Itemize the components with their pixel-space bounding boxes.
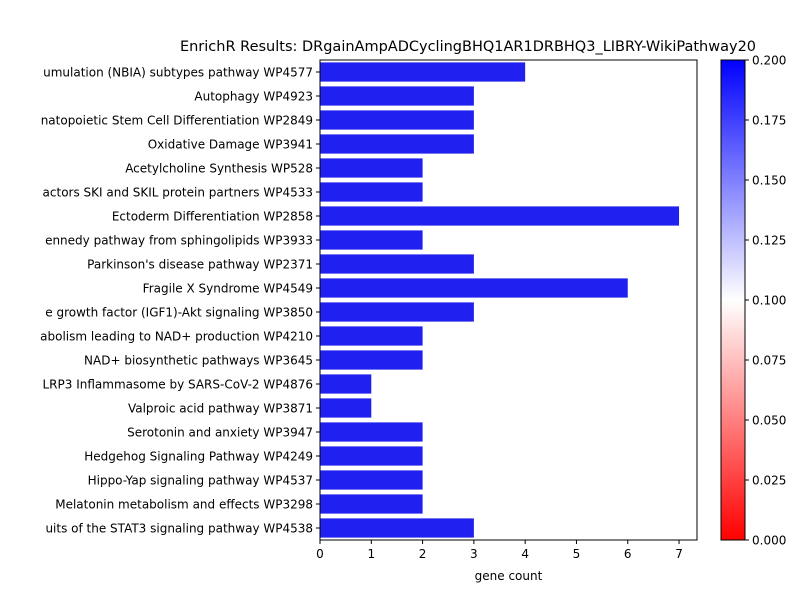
bar (320, 86, 474, 106)
plot-frame (319, 59, 698, 541)
bar (320, 134, 474, 154)
bar (320, 158, 423, 178)
y-tick-label: ennedy pathway from sphingolipids WP3933 (45, 234, 313, 248)
x-tick-label: 3 (470, 547, 478, 561)
y-tick-label: actors SKI and SKIL protein partners WP4… (43, 186, 313, 200)
colorbar-tick-label: 0.200 (752, 54, 786, 68)
y-tick-label: abolism leading to NAD+ production WP421… (40, 330, 313, 344)
y-tick-label: e growth factor (IGF1)-Akt signaling WP3… (45, 306, 313, 320)
bar (320, 278, 628, 298)
y-tick-label: Parkinson's disease pathway WP2371 (87, 258, 313, 272)
y-tick-label: Acetylcholine Synthesis WP528 (125, 162, 313, 176)
x-tick-label: 1 (367, 547, 375, 561)
colorbar-tick-label: 0.150 (752, 174, 786, 188)
bar (320, 494, 423, 514)
bar (320, 518, 474, 538)
bar-group (320, 62, 680, 538)
colorbar-tick-label: 0.125 (752, 234, 786, 248)
y-tick-label: Serotonin and anxiety WP3947 (127, 426, 313, 440)
y-tick-label: Hippo-Yap signaling pathway WP4537 (88, 474, 313, 488)
y-tick-label: Ectoderm Differentiation WP2858 (112, 210, 313, 224)
y-tick-label: Fragile X Syndrome WP4549 (143, 282, 313, 296)
bar (320, 302, 474, 322)
colorbar-ticks: 0.000 0.025 0.050 0.075 0.100 0.125 0.150 0.175… (745, 54, 786, 548)
y-tick-label: umulation (NBIA) subtypes pathway WP4577 (43, 66, 313, 80)
y-tick-label: Hedgehog Signaling Pathway WP4249 (84, 450, 313, 464)
bar (320, 470, 423, 490)
bar (320, 110, 474, 130)
y-tick-label: natopoietic Stem Cell Differentiation WP… (41, 114, 313, 128)
colorbar-tick-label: 0.075 (752, 354, 786, 368)
x-tick-label: 7 (675, 547, 683, 561)
x-tick-label: 6 (624, 547, 632, 561)
bar (320, 230, 423, 250)
colorbar-tick-label: 0.175 (752, 114, 786, 128)
colorbar-tick-label: 0.050 (752, 414, 786, 428)
x-tick-label: 0 (316, 547, 324, 561)
bar (320, 446, 423, 466)
bar (320, 374, 372, 394)
chart-title: EnrichR Results: DRgainAmpADCyclingBHQ1A… (180, 39, 756, 55)
y-tick-label: Oxidative Damage WP3941 (148, 138, 313, 152)
bar (320, 326, 423, 346)
colorbar (720, 59, 746, 541)
y-tick-label: LRP3 Inflammasome by SARS-CoV-2 WP4876 (43, 378, 314, 392)
bar (320, 422, 423, 442)
x-tick-label: 4 (521, 547, 529, 561)
bar (320, 62, 526, 82)
y-tick-label: Autophagy WP4923 (194, 90, 313, 104)
x-ticks: 0 1 2 3 4 5 6 7 (316, 540, 683, 561)
y-tick-label: Melatonin metabolism and effects WP3298 (55, 498, 313, 512)
colorbar-tick-label: 0.100 (752, 294, 786, 308)
x-tick-label: 5 (573, 547, 581, 561)
x-tick-label: 2 (419, 547, 427, 561)
x-axis-label: gene count (475, 569, 543, 583)
bar (320, 398, 372, 418)
y-tick-label: Valproic acid pathway WP3871 (128, 402, 313, 416)
bar (320, 350, 423, 370)
y-tick-label: uits of the STAT3 signaling pathway WP45… (45, 522, 313, 536)
bar (320, 254, 474, 274)
colorbar-tick-label: 0.000 (752, 534, 786, 548)
y-tick-label: NAD+ biosynthetic pathways WP3645 (84, 354, 313, 368)
bar (320, 182, 423, 202)
colorbar-tick-label: 0.025 (752, 474, 786, 488)
bar (320, 206, 680, 226)
y-tick-labels: umulation (NBIA) subtypes pathway WP4577… (40, 66, 320, 536)
